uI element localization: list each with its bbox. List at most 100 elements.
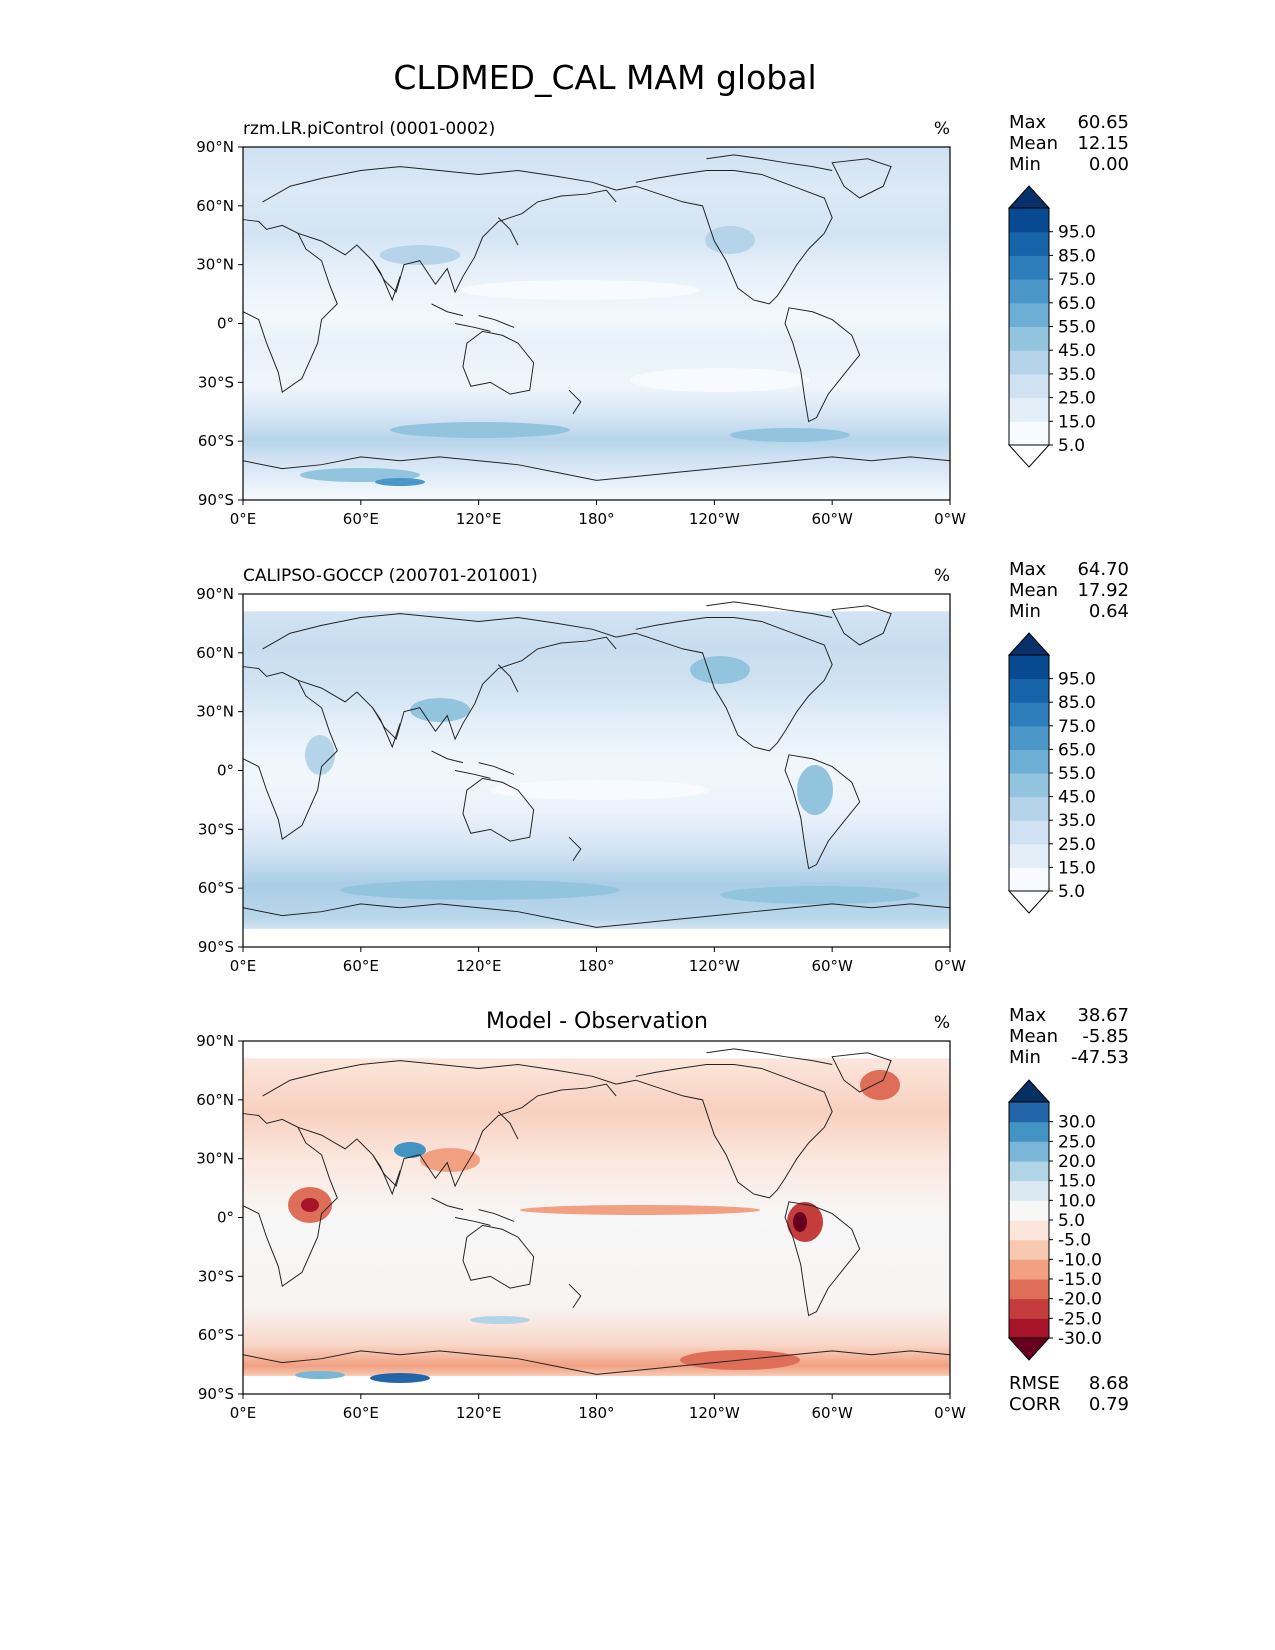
stat-value-mean: 12.15 xyxy=(1077,133,1129,154)
colorbar-label: 75.0 xyxy=(1058,717,1096,737)
colorbar-segment xyxy=(1009,255,1049,280)
lat-tick-label: 60°S xyxy=(198,879,234,897)
colorbar-label: -20.0 xyxy=(1058,1290,1102,1310)
colorbar-label: 5.0 xyxy=(1058,1211,1085,1231)
stat-value-mean: 17.92 xyxy=(1077,580,1129,601)
panel-diff-units: % xyxy=(934,1013,950,1033)
colorbar-segment xyxy=(1009,867,1049,892)
lon-tick-label: 0°W xyxy=(934,957,966,975)
colorbar-extend-high xyxy=(1007,185,1051,209)
lat-tick-label: 60°S xyxy=(198,1326,234,1344)
colorbar-segment xyxy=(1009,1121,1049,1142)
colorbar-label: 10.0 xyxy=(1058,1191,1096,1211)
lat-tick-label: 0° xyxy=(217,315,234,333)
colorbar-extend-low xyxy=(1007,1337,1051,1361)
lon-tick-label: 180° xyxy=(578,1404,614,1422)
colorbar-label: 95.0 xyxy=(1058,223,1096,243)
lon-tick-label: 120°E xyxy=(456,957,502,975)
lat-tick-label: 90°S xyxy=(198,491,234,509)
colorbar-segment xyxy=(1009,1318,1049,1339)
colorbar-label: 75.0 xyxy=(1058,270,1096,290)
colorbar-extend-high xyxy=(1007,1079,1051,1103)
colorbar-segment xyxy=(1009,350,1049,375)
panel-obs: CALIPSO-GOCCP (200701-201001) % xyxy=(242,566,951,948)
stat-label-min: Min xyxy=(1009,1047,1041,1068)
stat-value-mean: -5.85 xyxy=(1082,1026,1129,1047)
lat-tick-label: 30°N xyxy=(196,1150,234,1168)
colorbar-extend-low xyxy=(1007,890,1051,914)
corr-value: 0.79 xyxy=(1089,1394,1129,1415)
colorbar-label: 85.0 xyxy=(1058,246,1096,266)
lon-tick-label: 60°E xyxy=(343,510,379,528)
lon-tick-label: 120°E xyxy=(456,1404,502,1422)
colorbar-label: 5.0 xyxy=(1058,436,1085,456)
panel-diff: Model - Observation % xyxy=(242,1009,951,1395)
lon-tick-label: 60°E xyxy=(343,957,379,975)
stat-label-mean: Mean xyxy=(1009,133,1058,154)
lon-tick-label: 180° xyxy=(578,510,614,528)
colorbar-segment xyxy=(1009,1141,1049,1162)
colorbar-extend-low xyxy=(1007,444,1051,468)
colorbar-label: -15.0 xyxy=(1058,1270,1102,1290)
lon-tick-label: 60°W xyxy=(811,1404,853,1422)
lat-tick-label: 60°N xyxy=(196,1091,234,1109)
panel-diff-field xyxy=(243,1041,950,1394)
lat-tick-label: 60°N xyxy=(196,197,234,215)
stat-value-min: 0.64 xyxy=(1089,601,1129,622)
lon-tick-label: 0°W xyxy=(934,510,966,528)
colorbar-segment xyxy=(1009,302,1049,327)
colorbar-label: -25.0 xyxy=(1058,1309,1102,1329)
lat-tick-label: 60°S xyxy=(198,432,234,450)
lon-tick-label: 180° xyxy=(578,957,614,975)
colorbar-segment xyxy=(1009,208,1049,233)
panel-model-field xyxy=(243,147,950,500)
panel-obs-units: % xyxy=(934,566,950,586)
colorbar-layer: 95.085.075.065.055.045.035.025.015.05.09… xyxy=(1007,185,1102,1361)
rmse-value: 8.68 xyxy=(1089,1373,1129,1394)
colorbar: 30.025.020.015.010.05.0-5.0-10.0-15.0-20… xyxy=(1007,1079,1102,1361)
colorbar-segment xyxy=(1009,1200,1049,1221)
colorbar-extend-high xyxy=(1007,632,1051,656)
lat-tick-label: 30°S xyxy=(198,1267,234,1285)
colorbar-label: -10.0 xyxy=(1058,1250,1102,1270)
colorbar-segment xyxy=(1009,773,1049,798)
colorbar-label: 45.0 xyxy=(1058,341,1096,361)
colorbar-segment xyxy=(1009,1279,1049,1300)
colorbar-label: 15.0 xyxy=(1058,1172,1096,1192)
stat-label-mean: Mean xyxy=(1009,1026,1058,1047)
panel-model-title: rzm.LR.piControl (0001-0002) xyxy=(243,119,495,139)
colorbar-label: -5.0 xyxy=(1058,1231,1091,1251)
lon-tick-label: 120°E xyxy=(456,510,502,528)
lon-tick-label: 120°W xyxy=(689,957,740,975)
colorbar-segment xyxy=(1009,1220,1049,1241)
lat-tick-label: 30°N xyxy=(196,703,234,721)
colorbar-label: 65.0 xyxy=(1058,740,1096,760)
panel-model-units: % xyxy=(934,119,950,139)
colorbar-label: 15.0 xyxy=(1058,412,1096,432)
colorbar-label: 5.0 xyxy=(1058,882,1085,902)
colorbar-label: 25.0 xyxy=(1058,1132,1096,1152)
colorbar-segment xyxy=(1009,749,1049,774)
stat-value-min: 0.00 xyxy=(1089,154,1129,175)
colorbar-label: 25.0 xyxy=(1058,835,1096,855)
lon-tick-label: 0°W xyxy=(934,1404,966,1422)
lon-tick-label: 120°W xyxy=(689,1404,740,1422)
colorbar-segment xyxy=(1009,1259,1049,1280)
colorbar-label: 95.0 xyxy=(1058,670,1096,690)
colorbar-label: -30.0 xyxy=(1058,1329,1102,1349)
colorbar-segment xyxy=(1009,843,1049,868)
colorbar-segment xyxy=(1009,421,1049,446)
colorbar-segment xyxy=(1009,373,1049,399)
colorbar-label: 45.0 xyxy=(1058,788,1096,808)
stat-value-max: 38.67 xyxy=(1077,1005,1129,1026)
lat-tick-label: 90°S xyxy=(198,1385,234,1403)
colorbar-segment xyxy=(1009,655,1049,680)
colorbar-segment xyxy=(1009,796,1049,821)
colorbar-segment xyxy=(1009,725,1049,750)
lat-tick-label: 60°N xyxy=(196,644,234,662)
colorbar-segment xyxy=(1009,279,1049,304)
colorbar: 95.0 85.0 75.0 65.0 55.0 45.0 35.0 25.0 15.0 5.0 xyxy=(1007,632,1096,914)
stat-value-max: 64.70 xyxy=(1077,559,1129,580)
lon-tick-label: 0°E xyxy=(230,510,257,528)
